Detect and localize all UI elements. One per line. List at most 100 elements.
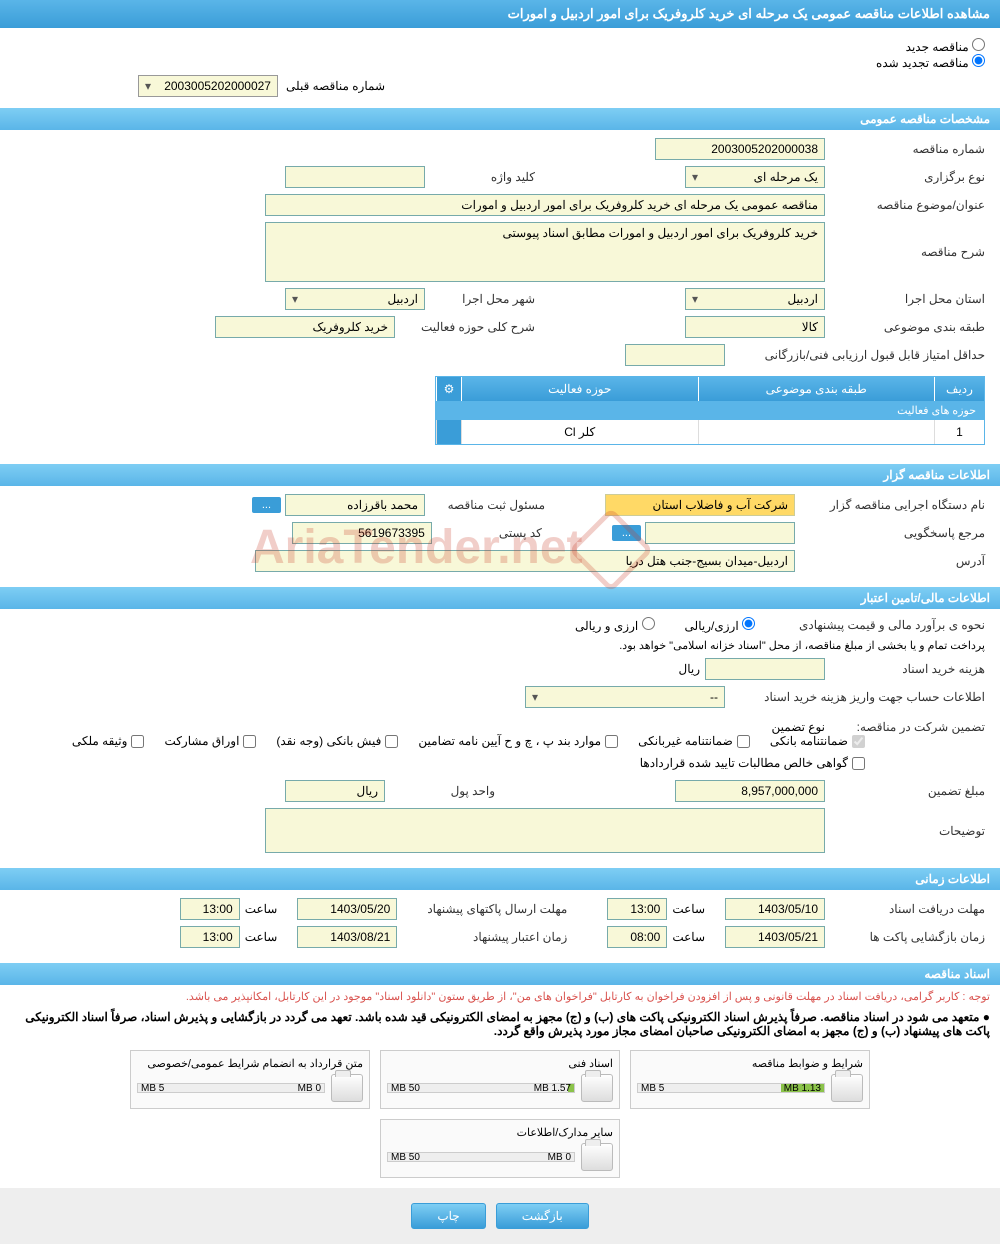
executive-label: نام دستگاه اجرایی مناقصه گزار bbox=[795, 498, 985, 512]
guarantee-amount-label: مبلغ تضمین bbox=[825, 784, 985, 798]
receive-time-label: ساعت bbox=[672, 902, 705, 916]
doc-max: 5 MB bbox=[141, 1083, 164, 1094]
chevron-down-icon: ▾ bbox=[692, 170, 698, 184]
doc-max: 50 MB bbox=[391, 1083, 420, 1094]
receive-label: مهلت دریافت اسناد bbox=[825, 902, 985, 916]
city-label: شهر محل اجرا bbox=[425, 292, 535, 306]
subject-field[interactable]: مناقصه عمومی یک مرحله ای خرید کلروفریک ب… bbox=[265, 194, 825, 216]
doc-max: 5 MB bbox=[641, 1083, 664, 1094]
folder-icon bbox=[331, 1074, 363, 1102]
table-gear-icon[interactable]: ⚙ bbox=[436, 377, 461, 401]
section-general: مشخصات مناقصه عمومی bbox=[0, 107, 1000, 130]
cb-cash-receipt[interactable]: فیش بانکی (وجه نقد) bbox=[276, 734, 398, 748]
activity-table: ردیف طبقه بندی موضوعی حوزه فعالیت ⚙ حوزه… bbox=[435, 376, 985, 445]
contact-field[interactable] bbox=[645, 522, 795, 544]
explain-label: توضیحات bbox=[825, 824, 985, 838]
open-time-label: ساعت bbox=[672, 930, 705, 944]
open-time[interactable]: 08:00 bbox=[607, 926, 667, 948]
keyword-label: کلید واژه bbox=[425, 170, 535, 184]
cell-cat bbox=[698, 420, 935, 444]
doc-cost-label: هزینه خرید اسناد bbox=[825, 662, 985, 676]
treasury-note: پرداخت تمام و یا بخشی از مبلغ مناقصه، از… bbox=[619, 639, 985, 652]
doc-progress: 1.57 MB 50 MB bbox=[387, 1083, 575, 1093]
postal-field[interactable]: 5619673395 bbox=[292, 522, 432, 544]
back-button[interactable]: بازگشت bbox=[496, 1203, 589, 1229]
doc-box-contract[interactable]: متن قرارداد به انضمام شرایط عمومی/خصوصی … bbox=[130, 1050, 370, 1109]
col-row: ردیف bbox=[934, 377, 984, 401]
doc-box-technical[interactable]: اسناد فنی 1.57 MB 50 MB bbox=[380, 1050, 620, 1109]
type-select[interactable]: یک مرحله ای ▾ bbox=[685, 166, 825, 188]
responsible-more-button[interactable]: ... bbox=[252, 497, 281, 513]
min-score-label: حداقل امتیاز قابل قبول ارزیابی فنی/بازرگ… bbox=[725, 348, 985, 362]
cb-bank-guarantee[interactable]: ضمانتنامه بانکی bbox=[770, 734, 865, 748]
radio-option1[interactable]: ارزی/ریالی bbox=[685, 617, 755, 633]
receive-time[interactable]: 13:00 bbox=[607, 898, 667, 920]
doc-title: اسناد فنی bbox=[387, 1057, 613, 1070]
validity-date[interactable]: 1403/08/21 bbox=[297, 926, 397, 948]
doc-size: 1.57 MB bbox=[534, 1083, 571, 1094]
chevron-down-icon: ▾ bbox=[145, 79, 151, 93]
prev-number-label: شماره مناقصه قبلی bbox=[286, 79, 385, 93]
doc-max: 50 MB bbox=[391, 1152, 420, 1163]
doc-title: شرایط و ضوابط مناقصه bbox=[637, 1057, 863, 1070]
submit-time[interactable]: 13:00 bbox=[180, 898, 240, 920]
section-organizer: اطلاعات مناقصه گزار bbox=[0, 463, 1000, 486]
cb-bonds[interactable]: اوراق مشارکت bbox=[164, 734, 256, 748]
col-category: طبقه بندی موضوعی bbox=[698, 377, 935, 401]
submit-time-label: ساعت bbox=[245, 902, 278, 916]
prev-number-select[interactable]: 2003005202000027 ▾ bbox=[138, 75, 278, 97]
activity-desc-field[interactable]: خرید کلروفریک bbox=[215, 316, 395, 338]
address-field[interactable]: اردبیل-میدان بسیج-جنب هتل دریا bbox=[255, 550, 795, 572]
doc-progress: 1.13 MB 5 MB bbox=[637, 1083, 825, 1093]
province-select[interactable]: اردبیل ▾ bbox=[685, 288, 825, 310]
print-button[interactable]: چاپ bbox=[411, 1203, 485, 1229]
doc-box-other[interactable]: سایر مدارک/اطلاعات 0 MB 50 MB bbox=[380, 1119, 620, 1178]
receive-date[interactable]: 1403/05/10 bbox=[725, 898, 825, 920]
table-row: 1 کلر Cl bbox=[436, 420, 984, 444]
validity-label: زمان اعتبار پیشنهاد bbox=[397, 930, 567, 944]
type-value: یک مرحله ای bbox=[754, 170, 818, 184]
min-score-field[interactable] bbox=[625, 344, 725, 366]
open-date[interactable]: 1403/05/21 bbox=[725, 926, 825, 948]
submit-date[interactable]: 1403/05/20 bbox=[297, 898, 397, 920]
cb-regulation-items[interactable]: موارد بند پ ، چ و ح آیین نامه تضامین bbox=[418, 734, 618, 748]
desc-label: شرح مناقصه bbox=[825, 245, 985, 259]
radio-new-label: مناقصه جدید bbox=[906, 40, 969, 54]
number-field: 2003005202000038 bbox=[655, 138, 825, 160]
doc-box-terms[interactable]: شرایط و ضوابط مناقصه 1.13 MB 5 MB bbox=[630, 1050, 870, 1109]
cb-receivables[interactable]: گواهی خالص مطالبات تایید شده قراردادها bbox=[640, 756, 865, 770]
radio-new[interactable]: مناقصه جدید bbox=[906, 40, 985, 54]
keyword-field[interactable] bbox=[285, 166, 425, 188]
radio-option2[interactable]: ارزی و ریالی bbox=[575, 617, 655, 633]
cb-nonbank-guarantee[interactable]: ضمانتنامه غیربانکی bbox=[638, 734, 750, 748]
rial-label: ریال bbox=[678, 662, 700, 676]
account-select[interactable]: -- ▾ bbox=[525, 686, 725, 708]
contact-label: مرجع پاسخگویی bbox=[795, 526, 985, 540]
contact-more-button[interactable]: ... bbox=[612, 525, 641, 541]
col-field: حوزه فعالیت bbox=[461, 377, 698, 401]
province-label: استان محل اجرا bbox=[825, 292, 985, 306]
validity-time[interactable]: 13:00 bbox=[180, 926, 240, 948]
page-title: مشاهده اطلاعات مناقصه عمومی یک مرحله ای … bbox=[0, 0, 1000, 28]
activity-desc-label: شرح کلی حوزه فعالیت bbox=[395, 320, 535, 334]
guarantee-amount-field[interactable]: 8,957,000,000 bbox=[675, 780, 825, 802]
explain-field[interactable] bbox=[265, 808, 825, 853]
open-label: زمان بازگشایی پاکت ها bbox=[825, 930, 985, 944]
city-select[interactable]: اردبیل ▾ bbox=[285, 288, 425, 310]
section-docs: اسناد مناقصه bbox=[0, 962, 1000, 985]
desc-field[interactable]: خرید کلروفریک برای امور اردبیل و امورات … bbox=[265, 222, 825, 282]
responsible-label: مسئول ثبت مناقصه bbox=[425, 498, 545, 512]
cb-property[interactable]: وثیقه ملکی bbox=[72, 734, 145, 748]
category-field[interactable]: کالا bbox=[685, 316, 825, 338]
doc-cost-field[interactable] bbox=[705, 658, 825, 680]
executive-field: شرکت آب و فاضلاب استان bbox=[605, 494, 795, 516]
province-value: اردبیل bbox=[787, 292, 818, 306]
chevron-down-icon: ▾ bbox=[692, 292, 698, 306]
activity-table-title: حوزه های فعالیت bbox=[436, 401, 984, 420]
section-financial: اطلاعات مالی/تامین اعتبار bbox=[0, 586, 1000, 609]
radio-renewed[interactable]: مناقصه تجدید شده bbox=[876, 56, 985, 70]
unit-field: ریال bbox=[285, 780, 385, 802]
guarantee-label: تضمین شرکت در مناقصه: bbox=[825, 720, 985, 734]
cell-row: 1 bbox=[934, 420, 984, 444]
docs-note-black: ● متعهد می شود در اسناد مناقصه. صرفاً پذ… bbox=[0, 1008, 1000, 1040]
